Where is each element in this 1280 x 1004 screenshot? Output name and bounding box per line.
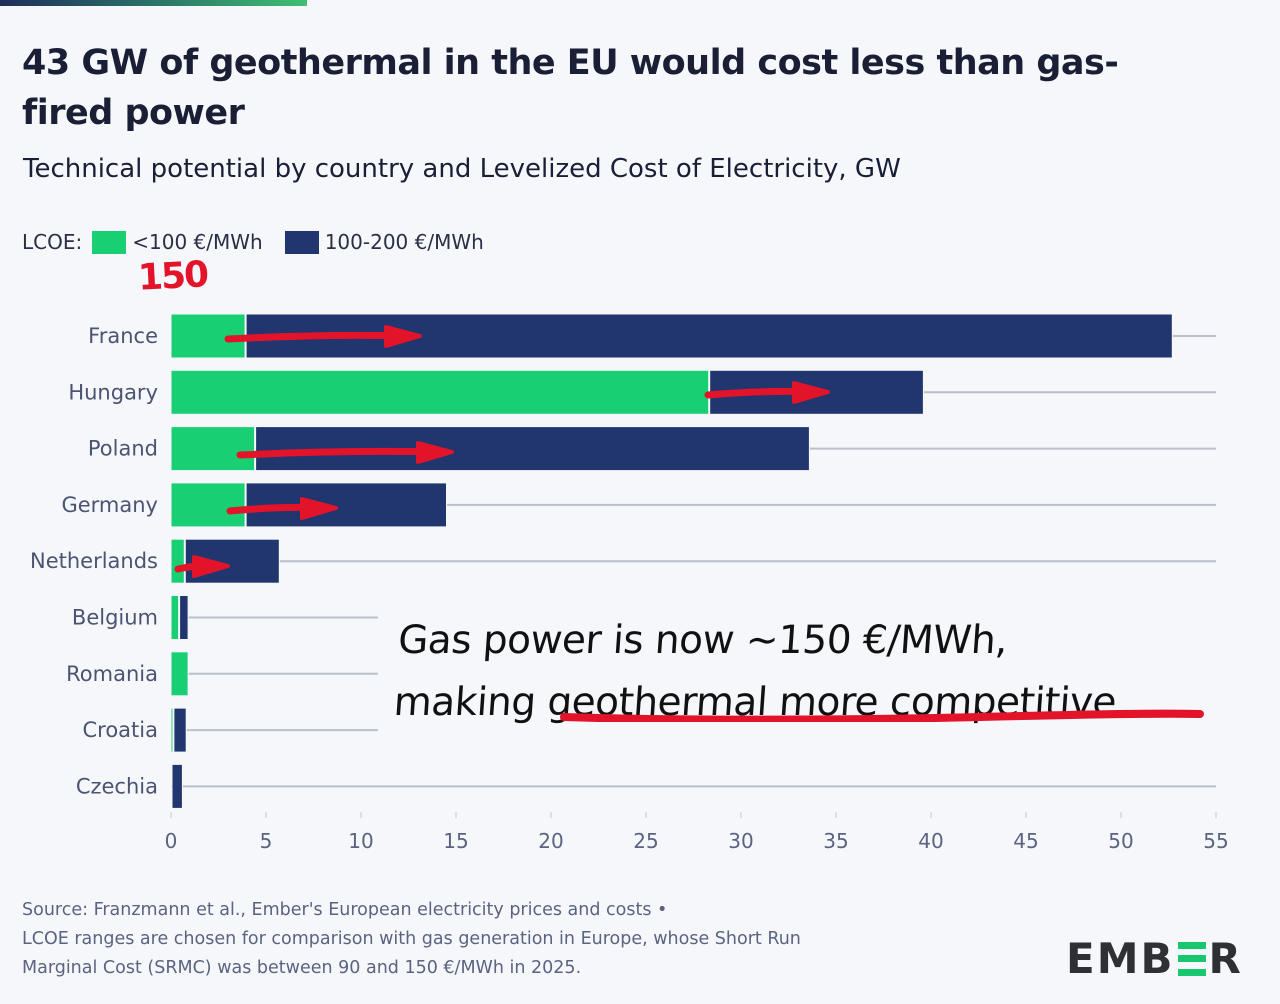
red-underline-stroke <box>560 709 1204 722</box>
tick-label-35: 35 <box>823 829 848 853</box>
source-line-2: LCOE ranges are chosen for comparison wi… <box>22 929 801 949</box>
legend: LCOE: <100 €/MWh 100-200 €/MWh <box>22 230 498 254</box>
annotation-line-2: making geothermal more competitive <box>392 672 1216 734</box>
source-note: Source: Franzmann et al., Ember's Europe… <box>22 896 982 983</box>
tick-label-50: 50 <box>1108 829 1133 853</box>
bars <box>170 313 1173 809</box>
category-label-germany: Germany <box>61 493 158 517</box>
red-arrowhead-germany <box>300 497 338 520</box>
red-arrow-poland <box>236 447 444 459</box>
x-axis-ticks: 0 5 10 15 20 25 30 35 40 45 50 55 <box>165 812 1229 853</box>
tick-label-55: 55 <box>1203 829 1228 853</box>
tick-label-30: 30 <box>728 829 753 853</box>
bar-poland-low-cost <box>170 426 256 472</box>
category-label-romania: Romania <box>66 662 158 686</box>
legend-title: LCOE: <box>22 230 83 254</box>
handwritten-arrows <box>174 325 830 578</box>
source-line-1: Source: Franzmann et al., Ember's Europe… <box>22 900 668 920</box>
red-arrowhead-netherlands <box>192 555 230 578</box>
tick-label-20: 20 <box>538 829 563 853</box>
tick-label-40: 40 <box>918 829 943 853</box>
legend-item-mid-cost: 100-200 €/MWh <box>277 230 484 254</box>
bar-netherlands-low-cost <box>170 538 185 584</box>
source-line-3: Marginal Cost (SRMC) was between 90 and … <box>22 958 582 978</box>
category-label-france: France <box>88 324 158 348</box>
tick-label-10: 10 <box>348 829 373 853</box>
red-arrowhead-france <box>384 325 422 348</box>
tick-label-15: 15 <box>443 829 468 853</box>
annotation-line-2-prefix: making <box>392 680 550 725</box>
legend-item-low-cost: <100 €/MWh <box>82 230 263 254</box>
legend-label-mid-cost: 100-200 €/MWh <box>324 230 484 254</box>
ember-logo: EMB R <box>1066 934 1243 983</box>
legend-label-low-cost: <100 €/MWh <box>132 230 263 254</box>
legend-swatch-low-cost <box>92 230 127 254</box>
bar-chart: France Hungary Poland Germany Netherlands Bel… <box>30 313 1229 853</box>
tick-label-5: 5 <box>260 829 273 853</box>
logo-green-e-icon <box>1177 941 1206 976</box>
category-label-belgium: Belgium <box>72 606 158 630</box>
category-label-netherlands: Netherlands <box>30 549 158 573</box>
annotation-line-1: Gas power is now ~150 €/MWh, <box>396 618 1009 663</box>
red-arrow-france <box>224 331 412 343</box>
bar-croatia-mid-cost <box>173 707 187 753</box>
category-labels: France Hungary Poland Germany Netherlands Bel… <box>30 324 158 798</box>
logo-text-suffix: R <box>1208 934 1243 983</box>
chart-title: 43 GW of geothermal in the EU would cost… <box>22 43 1119 133</box>
category-label-czechia: Czechia <box>76 774 158 798</box>
bar-belgium-mid-cost <box>179 595 189 640</box>
category-label-croatia: Croatia <box>83 718 159 742</box>
bar-belgium-low-cost <box>170 595 180 640</box>
chart-subtitle: Technical potential by country and Level… <box>23 154 901 184</box>
tick-label-45: 45 <box>1013 829 1038 853</box>
category-label-poland: Poland <box>88 437 158 461</box>
bar-germany-low-cost <box>170 482 246 528</box>
red-arrowhead-hungary <box>792 381 830 404</box>
bar-croatia-low-cost <box>170 707 174 753</box>
tick-label-0: 0 <box>165 829 178 853</box>
category-label-hungary: Hungary <box>68 380 158 404</box>
logo-text-prefix: EMB <box>1066 934 1175 983</box>
bar-czechia-mid-cost <box>171 763 183 809</box>
legend-swatch-mid-cost <box>284 230 319 254</box>
bar-hungary-low-cost <box>170 369 710 415</box>
brand-accent-bar <box>0 0 307 6</box>
red-arrowhead-poland <box>416 441 454 464</box>
tick-label-25: 25 <box>633 829 658 853</box>
bar-romania-low-cost <box>170 651 189 697</box>
